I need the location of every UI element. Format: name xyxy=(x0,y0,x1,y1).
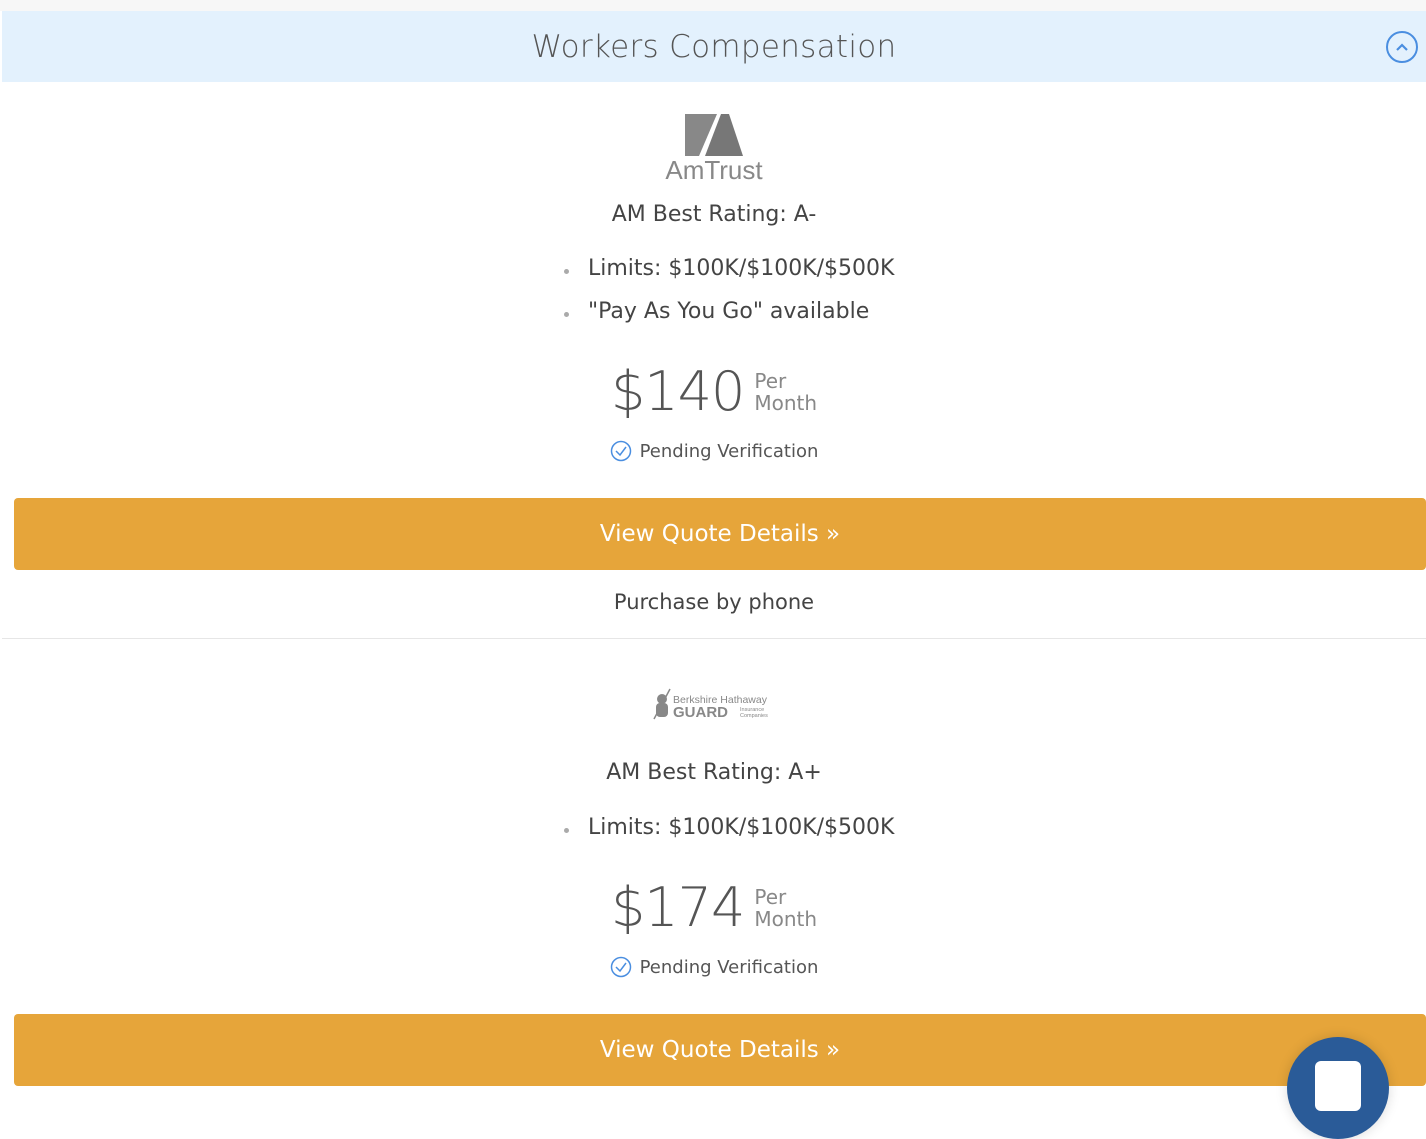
check-circle-icon xyxy=(610,440,631,462)
check-circle-icon xyxy=(610,956,631,978)
price-period: Per Month xyxy=(754,370,817,414)
chat-icon xyxy=(1315,1061,1361,1111)
quote-card-guard: Berkshire Hathaway GUARD Insurance Compa… xyxy=(2,639,1426,1094)
period-label: Month xyxy=(754,906,818,931)
divider xyxy=(2,638,1426,639)
status-text: Pending Verification xyxy=(639,440,819,462)
am-best-rating: AM Best Rating: A- xyxy=(611,202,817,227)
purchase-by-phone: Purchase by phone xyxy=(613,590,815,614)
logo-line3b: Companies xyxy=(740,713,768,719)
logo-line1: Berkshire Hathaway xyxy=(673,694,768,706)
status-text: Pending Verification xyxy=(639,956,819,978)
list-item: "Pay As You Go" available xyxy=(564,299,894,342)
period-label: Month xyxy=(754,390,818,415)
chat-widget-button[interactable] xyxy=(1287,1037,1389,1139)
pending-status: Pending Verification xyxy=(2,956,1426,978)
price: $174 Per Month xyxy=(2,876,1426,939)
price-amount: $140 xyxy=(610,360,745,423)
list-item: Limits: $100K/$100K/$500K xyxy=(564,815,894,858)
price: $140 Per Month xyxy=(2,360,1426,423)
section-title: Workers Compensation xyxy=(531,28,897,65)
coverage-list: Limits: $100K/$100K/$500K xyxy=(564,815,894,858)
top-strip xyxy=(0,0,1426,11)
price-period: Per Month xyxy=(754,886,817,930)
pending-status: Pending Verification xyxy=(2,440,1426,462)
view-quote-details-button[interactable]: View Quote Details » xyxy=(14,1014,1426,1086)
chevron-up-circle-icon[interactable] xyxy=(1386,31,1418,63)
berkshire-guard-logo: Berkshire Hathaway GUARD Insurance Compa… xyxy=(2,687,1426,723)
quote-card-amtrust: AmTrust AM Best Rating: A- Limits: $100K… xyxy=(2,82,1426,638)
price-amount: $174 xyxy=(610,876,745,939)
per-label: Per xyxy=(754,368,787,393)
svg-text:AmTrust: AmTrust xyxy=(665,155,763,184)
amtrust-logo: AmTrust xyxy=(2,112,1426,184)
section-header[interactable]: Workers Compensation xyxy=(2,11,1426,82)
view-quote-details-button[interactable]: View Quote Details » xyxy=(14,498,1426,570)
list-item: Limits: $100K/$100K/$500K xyxy=(564,256,894,299)
logo-line3a: Insurance xyxy=(740,707,764,713)
coverage-list: Limits: $100K/$100K/$500K "Pay As You Go… xyxy=(564,256,894,342)
am-best-rating: AM Best Rating: A+ xyxy=(606,760,822,785)
logo-line2: GUARD xyxy=(673,704,728,721)
per-label: Per xyxy=(754,884,787,909)
